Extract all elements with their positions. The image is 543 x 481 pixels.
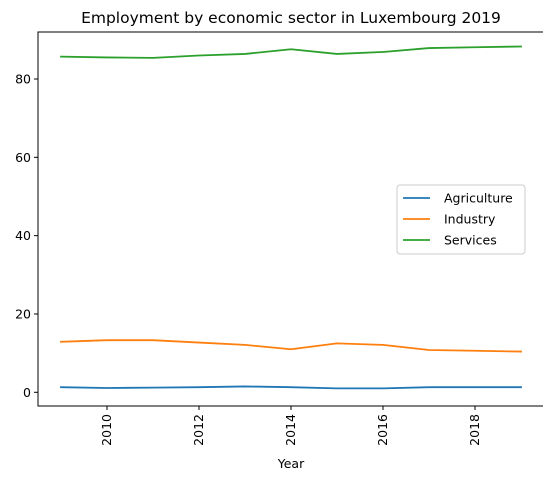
- x-tick-label: 2012: [191, 414, 206, 446]
- y-tick-label: 40: [15, 228, 31, 243]
- series-line-agriculture: [61, 386, 521, 388]
- x-tick-label: 2010: [99, 414, 114, 446]
- y-tick-label: 0: [23, 385, 31, 400]
- legend-label-services: Services: [444, 233, 497, 248]
- y-tick-label: 80: [15, 71, 31, 86]
- x-axis: 2010 2012 2014 2016 2018: [99, 406, 482, 446]
- y-axis: 0 20 40 60 80: [15, 71, 38, 399]
- legend-label-industry: Industry: [444, 212, 496, 227]
- chart-title: Employment by economic sector in Luxembo…: [81, 9, 501, 27]
- legend: Agriculture Industry Services: [397, 185, 525, 254]
- legend-label-agriculture: Agriculture: [444, 191, 513, 206]
- x-tick-label: 2018: [467, 414, 482, 446]
- y-tick-label: 60: [15, 150, 31, 165]
- x-tick-label: 2014: [283, 414, 298, 446]
- series-line-industry: [61, 340, 521, 351]
- x-axis-label: Year: [277, 456, 305, 471]
- y-tick-label: 20: [15, 306, 31, 321]
- series-line-services: [61, 46, 521, 57]
- x-tick-label: 2016: [375, 414, 390, 446]
